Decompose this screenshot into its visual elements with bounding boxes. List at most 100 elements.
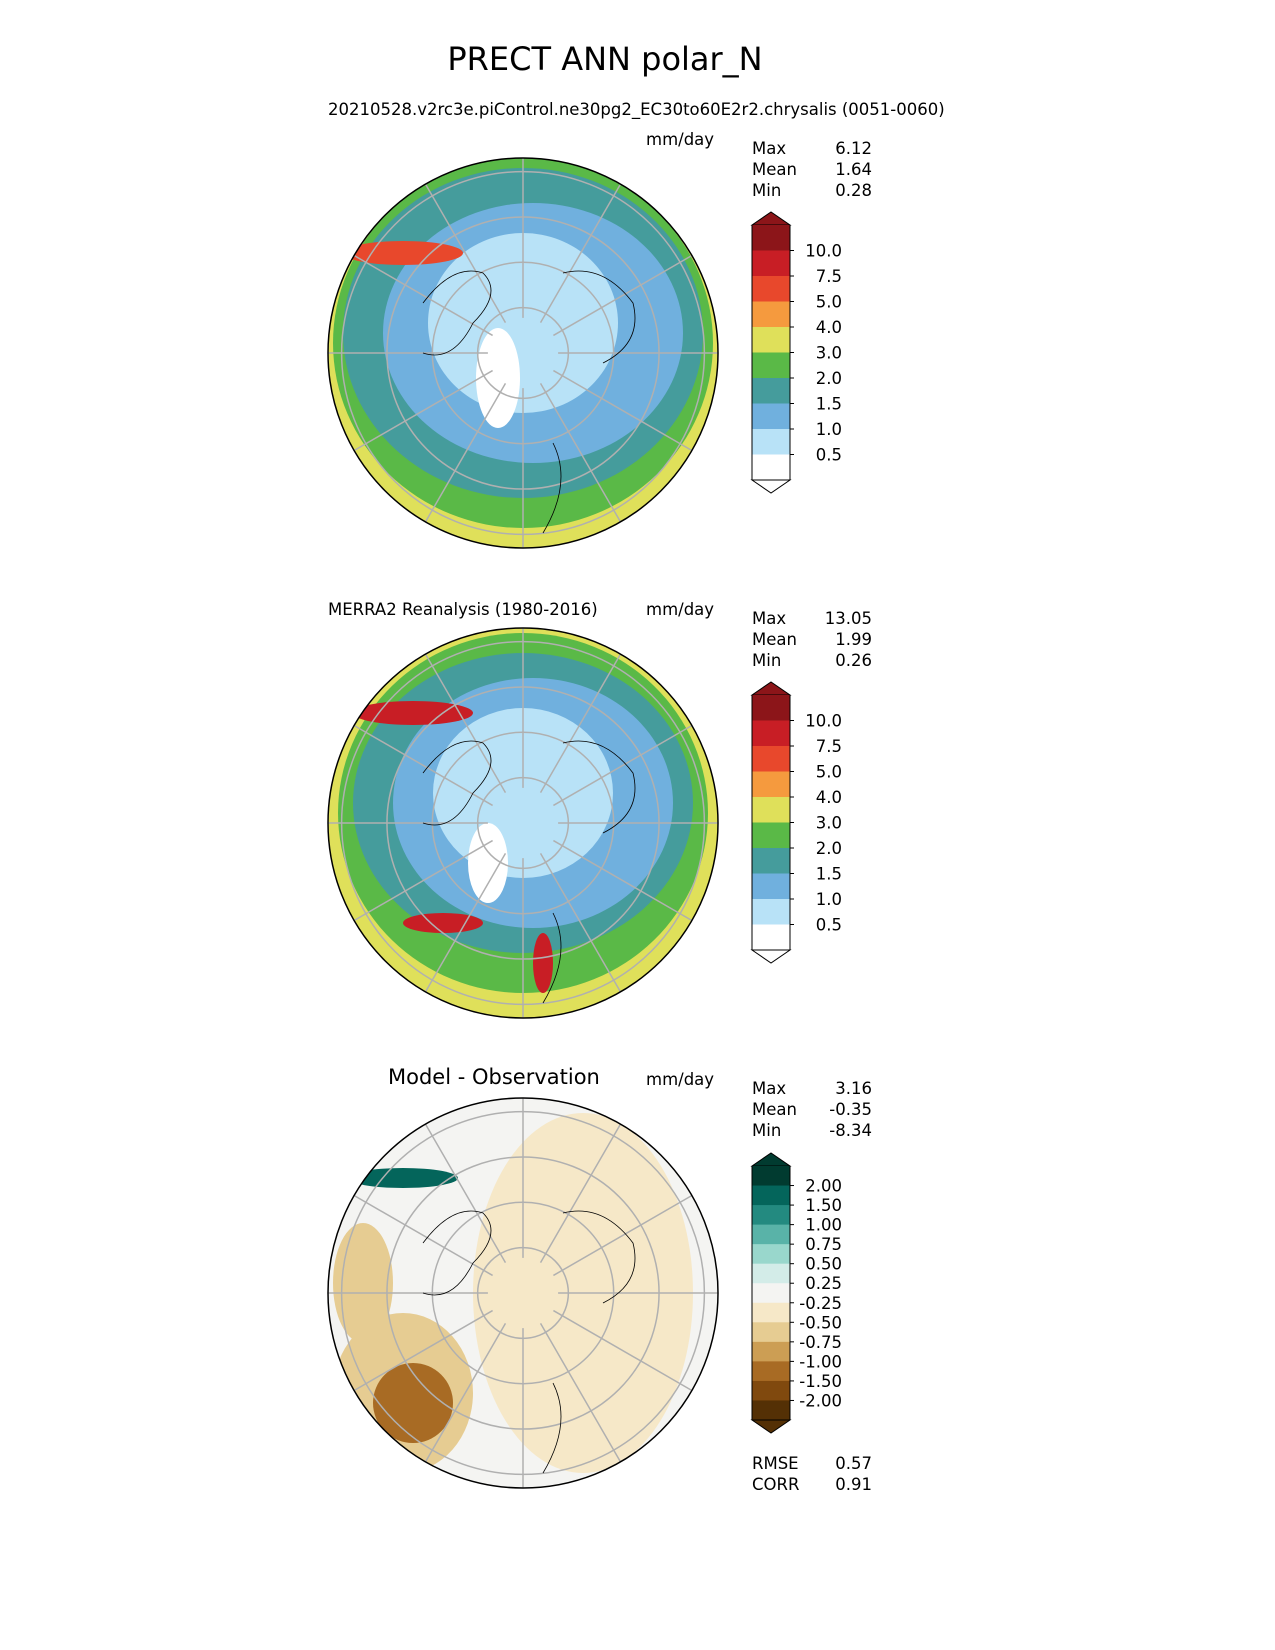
colorbar-tick-label: 1.0 bbox=[816, 420, 842, 439]
colorbar-tick-label: 0.25 bbox=[805, 1274, 842, 1293]
colorbar-swatch bbox=[752, 1224, 790, 1245]
colorbar-extend-min bbox=[750, 949, 792, 964]
colorbar-swatch bbox=[752, 848, 790, 874]
colorbar-swatch bbox=[752, 1400, 790, 1421]
meridian-line bbox=[353, 1309, 493, 1392]
meridian-line bbox=[424, 1123, 507, 1263]
colorbar-swatch bbox=[752, 873, 790, 900]
panel2-colorbar: 10.0 7.5 5.0 4.0 3.0 2.0 1.5 1.0 0.5 bbox=[750, 681, 842, 964]
meridian-line bbox=[539, 853, 622, 993]
colorbar-swatch bbox=[752, 1361, 790, 1382]
stat-mean: Mean 1.99 bbox=[752, 629, 872, 650]
colorbar-tick-label: 2.0 bbox=[816, 839, 842, 858]
contour-region bbox=[373, 1363, 453, 1443]
coastline bbox=[422, 740, 636, 1004]
colorbar-extend-min bbox=[750, 479, 792, 494]
map-field bbox=[328, 628, 718, 1018]
meridian-line bbox=[353, 1194, 493, 1277]
colorbar-swatch bbox=[752, 771, 790, 798]
metric-value: 0.57 bbox=[835, 1454, 872, 1473]
meridian-line bbox=[424, 383, 507, 523]
colorbar-tick-label: 0.50 bbox=[805, 1255, 842, 1274]
stat-value: 3.16 bbox=[835, 1079, 872, 1098]
metric-corr: CORR 0.91 bbox=[752, 1474, 872, 1495]
panel2-polar-map bbox=[327, 627, 719, 1019]
colorbar-swatch bbox=[752, 276, 790, 302]
colorbar-tick-label: -0.50 bbox=[799, 1313, 842, 1332]
panel1-polar-map bbox=[327, 157, 719, 549]
panel3-title: Model - Observation bbox=[388, 1065, 600, 1089]
meridian-line bbox=[539, 1123, 622, 1263]
panel1-left-title: 20210528.v2rc3e.piControl.ne30pg2_EC30to… bbox=[328, 100, 945, 119]
meridian-line bbox=[539, 183, 622, 323]
meridian-line bbox=[553, 839, 693, 922]
colorbar-extend-min bbox=[750, 1419, 792, 1434]
contour-region bbox=[333, 1223, 393, 1343]
panel1-units: mm/day bbox=[646, 130, 715, 149]
stat-max: Max 13.05 bbox=[752, 608, 872, 629]
contour-region bbox=[403, 913, 483, 933]
colorbar-tick-label: 2.0 bbox=[816, 369, 842, 388]
colorbar-swatch bbox=[752, 797, 790, 823]
stat-min: Min 0.28 bbox=[752, 180, 872, 201]
meridian-line bbox=[353, 369, 493, 452]
colorbar-swatch bbox=[752, 1244, 790, 1265]
panel1-stats: Max 6.12 Mean 1.64 Min 0.28 bbox=[752, 138, 872, 201]
map-field bbox=[328, 1098, 718, 1488]
meridian-line bbox=[553, 254, 693, 337]
colorbar-swatch bbox=[752, 250, 790, 277]
coastline bbox=[422, 270, 636, 534]
colorbar-tick-label: 5.0 bbox=[816, 763, 842, 782]
metric-rmse: RMSE 0.57 bbox=[752, 1453, 872, 1474]
stat-label: Max bbox=[752, 1079, 787, 1098]
stat-value: 1.99 bbox=[835, 630, 872, 649]
colorbar-tick-label: 1.00 bbox=[805, 1216, 842, 1235]
colorbar-swatch bbox=[752, 1185, 790, 1206]
meridian-line bbox=[353, 254, 493, 337]
figure-title: PRECT ANN polar_N bbox=[447, 40, 763, 78]
colorbar-swatch bbox=[752, 225, 790, 251]
meridian-line bbox=[424, 1323, 507, 1463]
panel2-stats: Max 13.05 Mean 1.99 Min 0.26 bbox=[752, 608, 872, 671]
colorbar-tick-label: 0.5 bbox=[816, 446, 842, 465]
meridian-line bbox=[553, 1194, 693, 1277]
map-boundary bbox=[327, 627, 719, 1019]
meridian-line bbox=[539, 1323, 622, 1463]
stat-value: 0.28 bbox=[835, 181, 872, 200]
colorbar-outline bbox=[751, 1166, 791, 1420]
stat-value: 13.05 bbox=[824, 609, 872, 628]
contour-region bbox=[348, 1168, 458, 1188]
colorbar-swatch bbox=[752, 1302, 790, 1323]
meridian-line bbox=[539, 653, 622, 793]
colorbar-tick-label: 1.50 bbox=[805, 1196, 842, 1215]
colorbar-extend-max bbox=[750, 681, 792, 696]
colorbar-tick-label: -0.25 bbox=[799, 1294, 842, 1313]
stat-label: Min bbox=[752, 1121, 782, 1140]
contour-region bbox=[533, 933, 553, 993]
panel3-metrics: RMSE 0.57 CORR 0.91 bbox=[752, 1453, 872, 1495]
contour-region bbox=[468, 823, 508, 903]
colorbar-tick-label: 7.5 bbox=[816, 267, 842, 286]
colorbar-extend-max bbox=[750, 1152, 792, 1167]
colorbar-tick-label: 0.75 bbox=[805, 1235, 842, 1254]
contour-region bbox=[343, 241, 463, 265]
panel3-units: mm/day bbox=[646, 1070, 715, 1089]
meridian-line bbox=[539, 383, 622, 523]
colorbar-swatch bbox=[752, 1380, 790, 1401]
map-field bbox=[328, 158, 718, 548]
colorbar-swatch bbox=[752, 429, 790, 455]
colorbar-tick-label: 0.5 bbox=[816, 916, 842, 935]
colorbar-swatch bbox=[752, 1283, 790, 1304]
colorbar-tick-label: 1.5 bbox=[816, 395, 842, 414]
colorbar-swatch bbox=[752, 720, 790, 747]
colorbar-swatch bbox=[752, 695, 790, 721]
colorbar-tick-label: 4.0 bbox=[816, 788, 842, 807]
meridian-line bbox=[353, 839, 493, 922]
panel1-colorbar: 10.0 7.5 5.0 4.0 3.0 2.0 1.5 1.0 0.5 bbox=[750, 211, 842, 494]
colorbar-swatch bbox=[752, 454, 790, 481]
colorbar-tick-label: 2.00 bbox=[805, 1177, 842, 1196]
colorbar-swatch bbox=[752, 403, 790, 430]
colorbar-tick-label: 3.0 bbox=[816, 344, 842, 363]
panel3-colorbar: 2.001.501.000.750.500.25-0.25-0.50-0.75-… bbox=[750, 1152, 842, 1434]
